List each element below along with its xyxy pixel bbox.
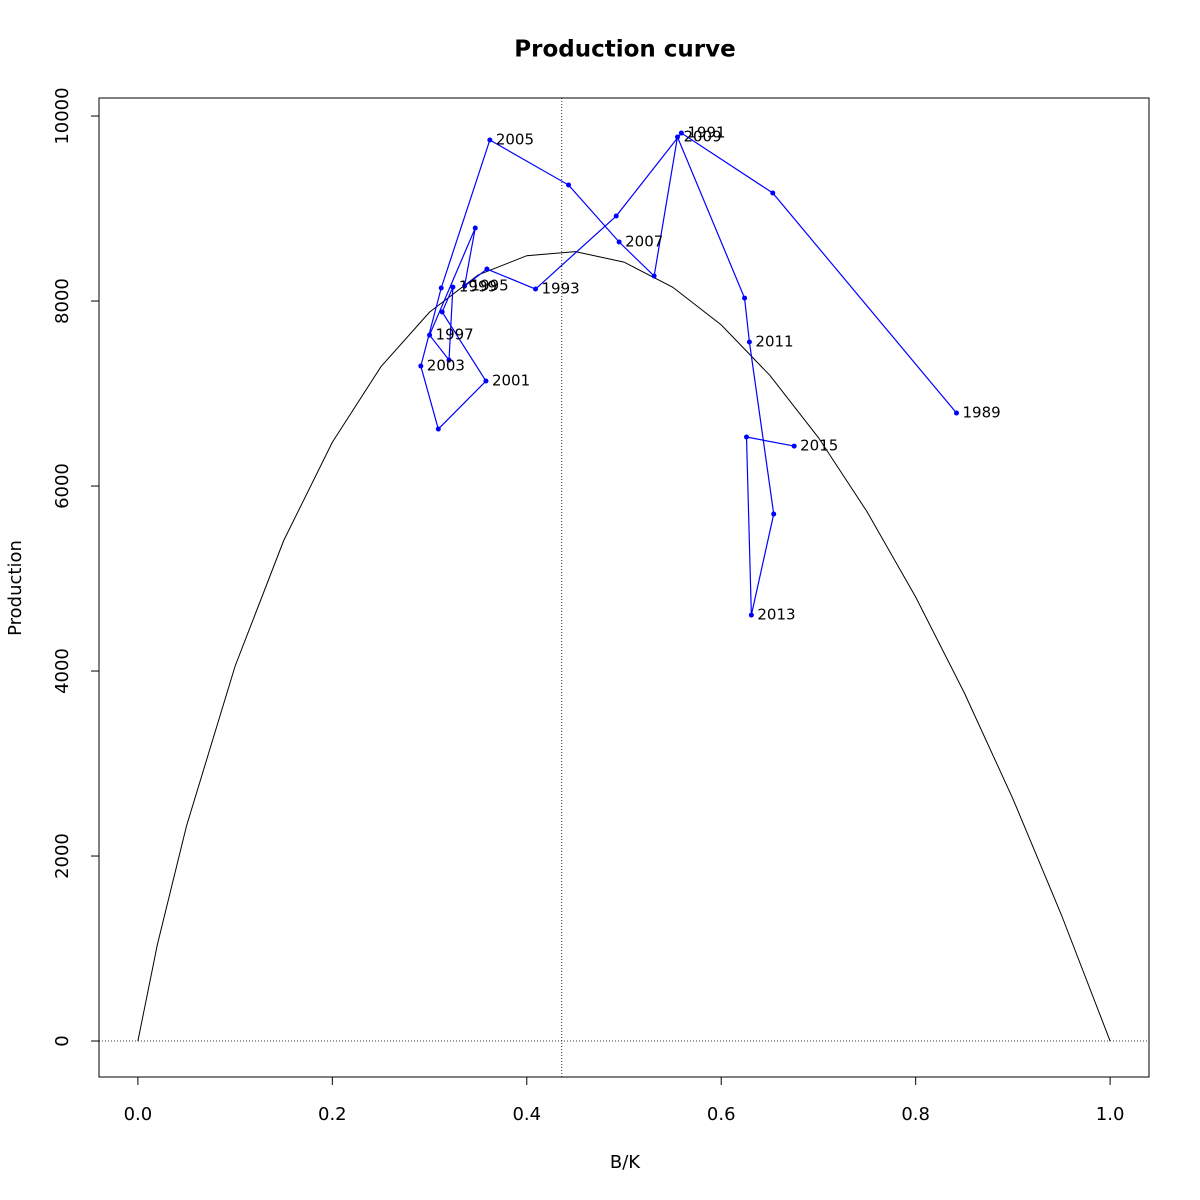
trajectory-point (954, 410, 959, 416)
point-label: 1991 (687, 124, 725, 142)
trajectory-point (613, 213, 619, 219)
y-tick-label: 6000 (52, 463, 73, 509)
trajectory-point (435, 426, 441, 432)
trajectory-point (616, 239, 622, 245)
x-axis-label: B/K (610, 1152, 641, 1173)
y-tick-label: 2000 (52, 833, 73, 879)
trajectory-point (462, 283, 468, 289)
point-label: 2003 (427, 357, 465, 375)
y-tick-label: 0 (52, 1035, 73, 1046)
x-tick-label: 0.2 (318, 1104, 347, 1125)
point-label: 2015 (800, 437, 838, 455)
trajectory-point (439, 309, 445, 315)
trajectory-point (446, 357, 452, 363)
trajectory-point (566, 182, 572, 188)
point-label: 1999 (459, 278, 497, 296)
trajectory-point (651, 273, 657, 279)
point-label: 1993 (542, 280, 580, 298)
trajectory-point (483, 378, 489, 384)
point-label: 1997 (436, 326, 474, 344)
point-label: 2011 (755, 333, 793, 351)
y-axis-label: Production (5, 540, 26, 636)
trajectory-point (472, 225, 478, 231)
trajectory-point (746, 339, 752, 345)
trajectory-point (450, 284, 456, 290)
y-tick-label: 10000 (52, 87, 73, 144)
point-label: 2007 (625, 233, 663, 251)
point-label: 2005 (496, 130, 534, 148)
trajectory-point (418, 363, 424, 369)
trajectory-point (674, 134, 680, 140)
trajectory-point (748, 612, 754, 618)
trajectory-point (791, 443, 797, 449)
trajectory-point (744, 434, 749, 440)
point-label: 2013 (757, 606, 795, 624)
trajectory-point (487, 137, 493, 143)
x-tick-label: 0.0 (124, 1104, 153, 1125)
x-tick-label: 0.6 (707, 1104, 736, 1125)
trajectory-point (438, 285, 444, 291)
x-tick-label: 0.4 (512, 1104, 541, 1125)
plot-frame (98, 97, 1150, 1078)
trajectory-point (771, 511, 777, 517)
y-tick-label: 4000 (52, 648, 73, 694)
point-label: 2001 (492, 372, 530, 390)
point-label: 2009 (683, 128, 721, 146)
y-tick-label: 8000 (52, 278, 73, 324)
trajectory-point (427, 332, 433, 338)
point-label: 1995 (471, 277, 509, 295)
trajectory-point (533, 286, 539, 292)
trajectory-point (678, 130, 684, 136)
x-tick-label: 0.8 (901, 1104, 930, 1125)
trajectory-point (742, 295, 748, 301)
trajectory-point (484, 266, 490, 272)
chart-title: Production curve (514, 37, 735, 63)
trajectory-point (770, 190, 776, 196)
x-tick-label: 1.0 (1096, 1104, 1125, 1125)
point-label: 1989 (963, 404, 1001, 422)
production-curve (137, 251, 1111, 1042)
